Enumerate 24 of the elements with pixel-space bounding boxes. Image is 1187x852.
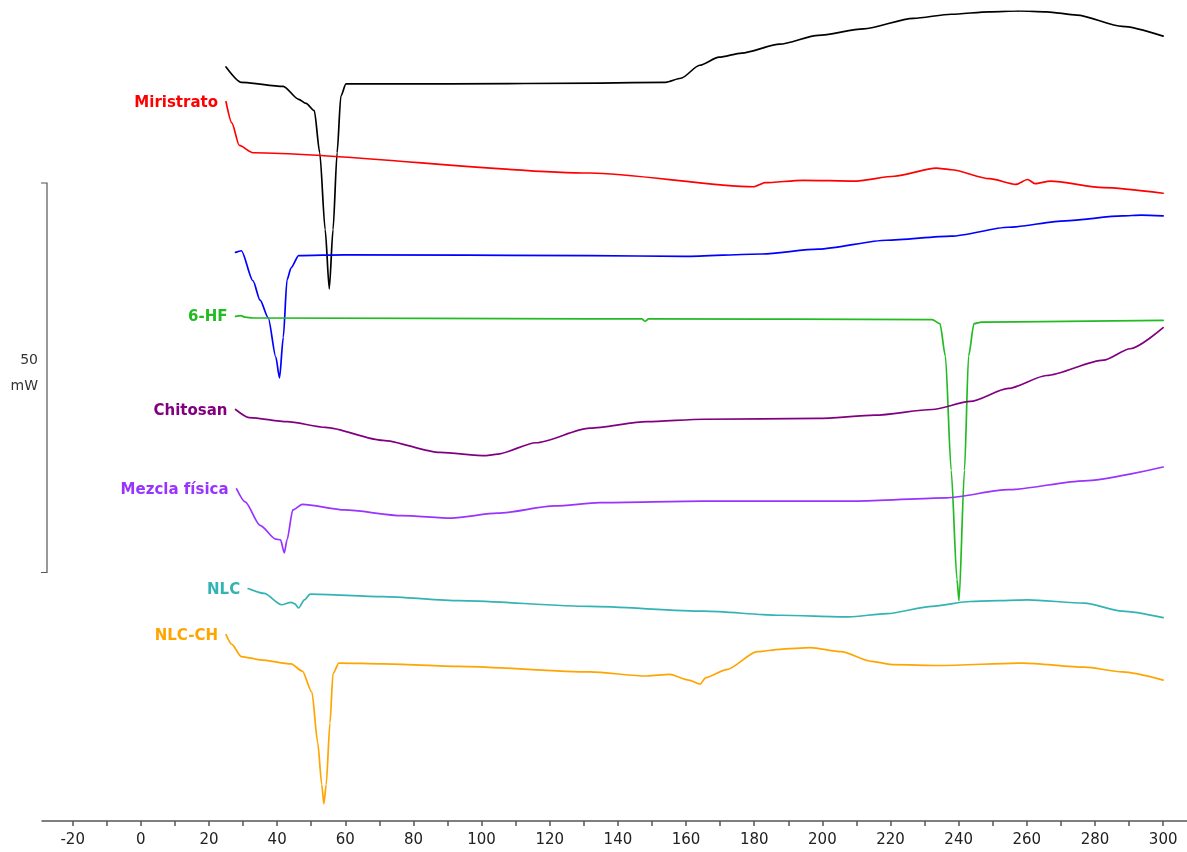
x-tick-label: 220 — [876, 829, 905, 848]
x-tick-label: 140 — [603, 829, 633, 848]
x-tick-label: 240 — [944, 829, 973, 848]
x-tick-label: 300 — [1148, 829, 1178, 848]
series-label: Mezcla física — [120, 479, 229, 498]
x-tick-label: 160 — [671, 829, 701, 848]
x-tick-label: 80 — [403, 829, 423, 848]
x-tick-label: 60 — [335, 829, 355, 848]
series-label: NLC — [207, 579, 241, 598]
x-tick-label: 100 — [467, 829, 496, 848]
x-tick-label: 120 — [535, 829, 565, 848]
text: 50 mW — [9, 349, 38, 395]
x-tick-label: -20 — [60, 829, 85, 848]
x-tick-label: 180 — [739, 829, 769, 848]
series-label: NLC-CH — [154, 625, 219, 644]
x-tick-label: 260 — [1012, 829, 1042, 848]
x-tick-label: 200 — [808, 829, 837, 848]
x-tick-label: 40 — [267, 829, 287, 848]
series-label: Miristrato — [134, 92, 219, 111]
series-label: 6-HF — [188, 307, 228, 326]
x-tick-label: 0 — [136, 829, 146, 848]
x-tick-label: 280 — [1080, 829, 1110, 848]
series-label: Chitosan — [153, 400, 228, 419]
x-tick-label: 20 — [199, 829, 219, 848]
